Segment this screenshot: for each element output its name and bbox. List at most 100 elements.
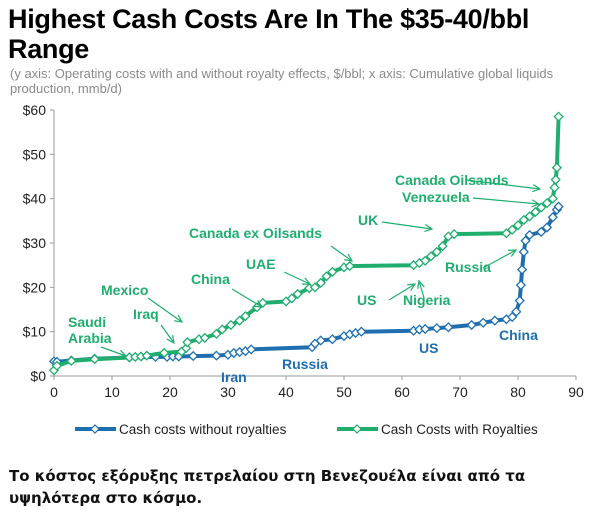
x-tick-label: 60 [394,384,410,400]
data-point-marker [520,235,531,246]
data-point-marker [344,260,355,272]
series-layer [48,111,564,376]
data-point-marker [530,206,541,218]
data-point-marker [89,354,100,365]
data-point-marker [489,315,500,326]
data-point-marker [536,226,547,238]
data-point-marker [514,295,525,306]
data-point-marker [211,350,222,361]
data-point-marker [292,288,303,300]
cost-curve-chart: $0$10$20$30$40$50$600 10 20 30 40 50 60 70 80 90 … [23,102,584,437]
annotation-arrow [417,279,425,299]
data-point-marker [507,311,518,323]
data-point-marker [449,229,460,240]
x-tick-label: 70 [452,384,468,400]
data-point-marker [431,323,442,334]
data-point-marker [553,201,564,212]
data-point-marker [550,174,561,185]
legend-label: Cash Costs with Royalties [381,422,538,437]
data-point-marker [420,323,431,335]
data-point-marker [551,162,562,173]
annotation-label: Nigeria [403,292,451,308]
legend-marker [90,424,100,434]
annotation-arrow [482,249,518,269]
annotation-arrow [160,324,175,345]
series-without-royalties [48,201,564,367]
annotation-arrow [283,271,312,285]
annotation-label: Russia [445,259,491,275]
data-point-marker [199,332,210,343]
data-point-marker [553,111,564,122]
series-with-royalties [48,111,564,376]
x-tick-label: 0 [50,384,58,400]
data-point-marker [217,324,228,335]
data-point-marker [511,306,522,317]
annotation-label: Venezuela [402,189,470,205]
data-point-marker [549,182,560,193]
legend-item-with-royalties: Cash Costs with Royalties [337,422,538,437]
y-tick-label: $0 [30,368,46,384]
y-tick-label: $50 [23,146,47,162]
data-point-marker [431,246,442,257]
annotation-label: China [499,327,538,343]
data-point-marker [211,328,222,340]
legend-label: Cash costs without royalties [119,422,287,437]
annotation-label: Saudi [68,314,106,330]
annotation-arrow [388,283,417,301]
y-tick-label: $10 [23,324,47,340]
annotation-arrow [330,245,354,262]
chart-subtitle: (y axis: Operating costs with and withou… [10,66,554,96]
data-point-marker [512,220,524,231]
annotation-label: UAE [246,256,276,272]
legend-marker [352,424,362,434]
axes: $0 $10 $20 $30 $40 $50 $60 0 10 20 30 40 50 60 70 80 90 [23,102,584,400]
x-tick-label: 10 [104,384,120,400]
data-point-marker [315,277,326,289]
annotation-label: Russia [282,356,328,372]
y-tick-label: $60 [23,102,47,118]
data-point-marker [321,271,332,282]
annotation-arrow [231,288,264,308]
x-tick-label: 40 [278,384,294,400]
data-point-marker [356,326,367,337]
data-point-marker [420,255,431,266]
data-point-marker [507,224,518,235]
x-tick-label: 80 [510,384,526,400]
y-tick-label: $40 [23,191,47,207]
data-point-marker [466,319,477,331]
data-point-marker [66,355,77,367]
data-point-marker [51,360,63,371]
data-point-marker [443,322,454,333]
data-point-marker [315,335,326,346]
annotation-arrow [381,221,434,233]
annotation-label: Iraq [133,306,159,322]
annotation-label: UK [358,212,378,228]
data-point-marker [518,246,529,257]
series-line [52,116,561,372]
x-tick-label: 90 [568,384,584,400]
annotation-arrow [472,197,541,208]
data-point-marker [516,264,528,275]
annotation-label: Arabia [68,330,112,346]
data-point-marker [536,202,547,213]
data-point-marker [524,229,535,241]
data-point-marker [159,347,170,359]
data-point-marker [437,240,448,252]
data-point-marker [327,266,338,277]
data-point-marker [547,193,558,204]
annotation-label: US [357,292,376,308]
data-point-marker [188,350,199,362]
data-point-marker [246,344,257,355]
data-point-marker [541,197,553,209]
y-tick-label: $20 [23,279,47,295]
annotation-label: Canada Oilsands [395,172,509,188]
data-point-marker [182,337,193,348]
data-point-marker [327,334,338,345]
data-point-marker [286,293,297,304]
annotation-label: Mexico [101,282,148,298]
data-point-marker [234,315,245,326]
data-point-marker [240,311,251,322]
y-tick-label: $30 [23,235,47,251]
legend-item-without-royalties: Cash costs without royalties [75,422,287,437]
